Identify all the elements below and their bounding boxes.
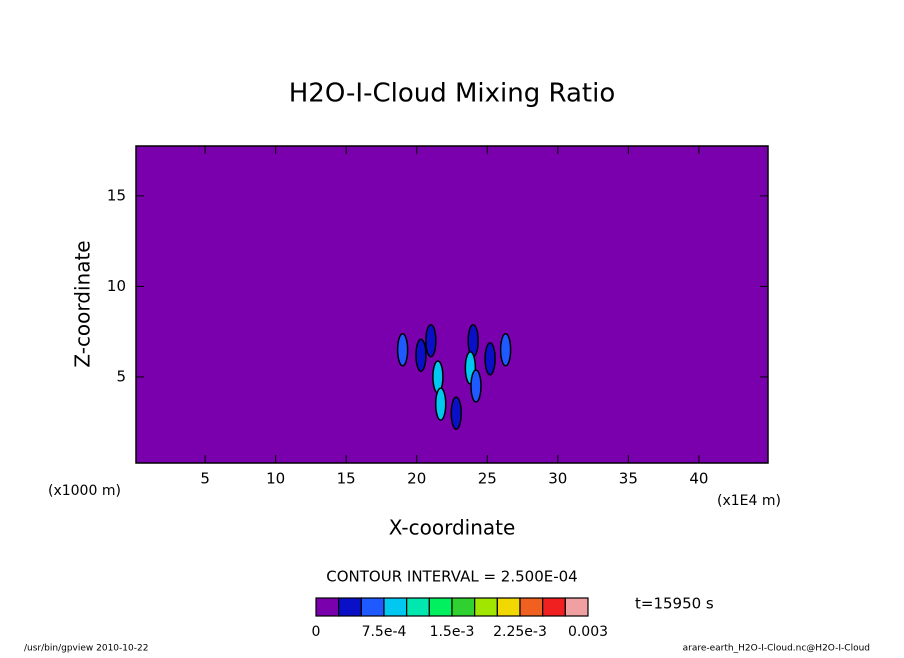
colorbar-label: 0.003: [568, 624, 608, 640]
colorbar-box: [428, 597, 453, 617]
contour-blob: [450, 396, 462, 430]
colorbar-box: [496, 597, 521, 617]
x-tick-label: 25: [478, 470, 497, 488]
colorbar-box: [360, 597, 385, 617]
x-axis-label: X-coordinate: [389, 516, 516, 540]
contour-blob: [425, 323, 437, 358]
x-tick-label: 20: [407, 470, 426, 488]
footer-left: /usr/bin/gpview 2010-10-22: [24, 644, 148, 654]
colorbar-label: 2.25e-3: [493, 624, 547, 640]
time-label: t=15950 s: [635, 595, 714, 613]
x-tick-label: 35: [619, 470, 638, 488]
x-scale-note: (x1E4 m): [717, 493, 781, 509]
x-tick-label: 10: [266, 470, 285, 488]
colorbar-box: [542, 597, 566, 617]
y-tick-label: 15: [107, 186, 126, 204]
colorbar-box: [451, 597, 476, 617]
x-tick-label: 15: [337, 470, 356, 488]
contour-note: CONTOUR INTERVAL = 2.500E-04: [326, 568, 577, 586]
y-tick-label: 10: [107, 277, 126, 295]
colorbar-label: 7.5e-4: [362, 624, 407, 640]
y-tick-label: 5: [116, 367, 126, 385]
colorbar-box: [315, 597, 340, 617]
contour-blob: [499, 333, 512, 367]
plot-frame: [135, 145, 769, 464]
x-tick-label: 30: [548, 470, 567, 488]
colorbar-box: [474, 597, 498, 617]
x-tick-label: 5: [200, 470, 210, 488]
colorbar-box: [519, 597, 544, 617]
contour-blob: [415, 338, 427, 372]
contour-blob: [434, 387, 447, 421]
footer-right: arare-earth_H2O-I-Cloud.nc@H2O-I-Cloud: [683, 644, 870, 654]
contour-blob: [396, 333, 409, 367]
x-unit: (x1000 m): [48, 483, 121, 499]
colorbar-label: 0: [312, 624, 321, 640]
y-axis-label: Z-coordinate: [71, 240, 95, 367]
chart-title: H2O-I-Cloud Mixing Ratio: [289, 79, 616, 109]
contour-blob: [470, 369, 482, 403]
colorbar-box: [564, 597, 589, 617]
x-tick-label: 40: [689, 470, 708, 488]
colorbar-label: 1.5e-3: [430, 624, 475, 640]
colorbar-box: [383, 597, 408, 617]
colorbar-box: [406, 597, 430, 617]
colorbar-box: [338, 597, 362, 617]
contour-blob: [484, 342, 496, 376]
